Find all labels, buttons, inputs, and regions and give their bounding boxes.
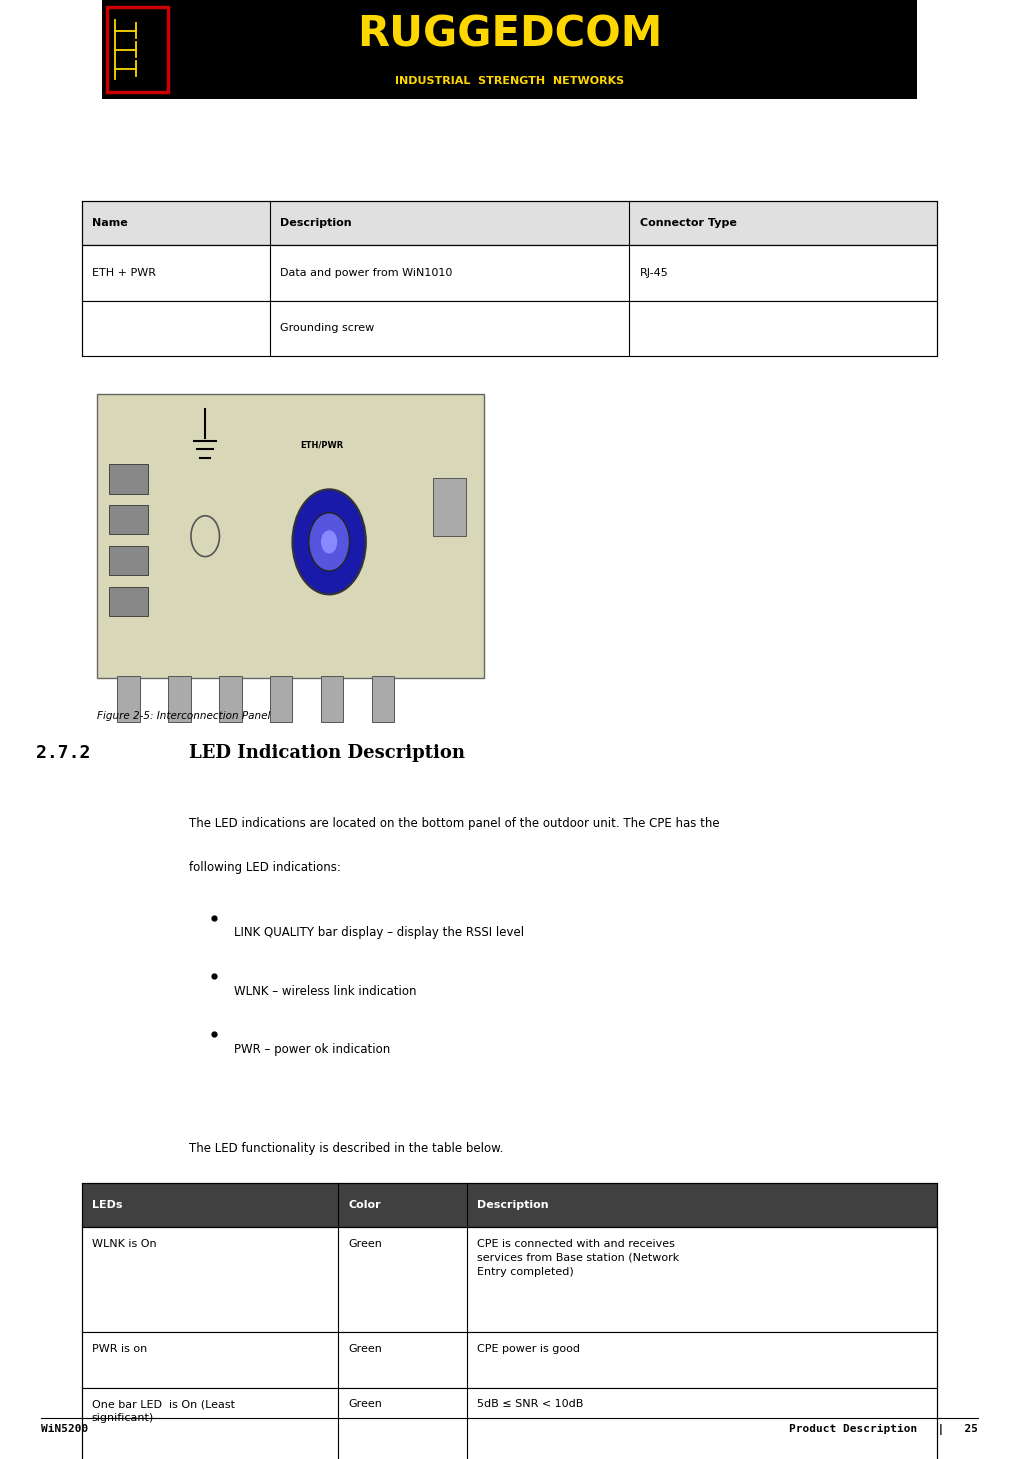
Bar [82, 245, 937, 301]
Text: ETH/PWR: ETH/PWR [300, 441, 343, 449]
Bar [82, 201, 937, 245]
Text: Green: Green [348, 1344, 382, 1354]
Text: LINK QUALITY bar display – display the RSSI level: LINK QUALITY bar display – display the R… [234, 926, 525, 940]
Text: The LED functionality is described in the table below.: The LED functionality is described in th… [189, 1142, 503, 1156]
Text: Description: Description [280, 219, 352, 228]
Circle shape [321, 530, 337, 553]
Bar [219, 676, 242, 722]
Bar [109, 464, 148, 493]
Text: CPE is connected with and receives
services from Base station (Network
Entry com: CPE is connected with and receives servi… [477, 1239, 679, 1277]
Text: INDUSTRIAL  STRENGTH  NETWORKS: INDUSTRIAL STRENGTH NETWORKS [395, 76, 624, 86]
Text: Color: Color [348, 1201, 381, 1210]
Text: The LED indications are located on the bottom panel of the outdoor unit. The CPE: The LED indications are located on the b… [189, 817, 719, 830]
Text: LEDs: LEDs [92, 1201, 122, 1210]
Text: Grounding screw: Grounding screw [280, 324, 374, 333]
Text: Product Description   |   25: Product Description | 25 [790, 1424, 978, 1436]
Bar [117, 676, 140, 722]
Bar [270, 676, 292, 722]
Bar [82, 1388, 937, 1459]
Text: Figure 2-5: Interconnection Panel: Figure 2-5: Interconnection Panel [97, 711, 270, 721]
Text: PWR is on: PWR is on [92, 1344, 147, 1354]
Text: Green: Green [348, 1399, 382, 1409]
Text: following LED indications:: following LED indications: [189, 861, 340, 874]
Text: RUGGEDCOM: RUGGEDCOM [357, 13, 662, 55]
Bar [372, 676, 394, 722]
Bar [109, 505, 148, 534]
Text: PWR – power ok indication: PWR – power ok indication [234, 1043, 390, 1056]
Text: One bar LED  is On (Least
significant): One bar LED is On (Least significant) [92, 1399, 234, 1423]
Bar [433, 479, 466, 537]
Text: RJ-45: RJ-45 [640, 268, 668, 277]
Bar [168, 676, 191, 722]
Circle shape [292, 489, 366, 594]
Text: LED Indication Description: LED Indication Description [189, 744, 465, 762]
Circle shape [309, 512, 350, 570]
Text: ETH + PWR: ETH + PWR [92, 268, 156, 277]
Text: WiN5200: WiN5200 [41, 1424, 88, 1434]
Bar [82, 301, 937, 356]
Text: CPE power is good: CPE power is good [477, 1344, 580, 1354]
Bar [109, 587, 148, 616]
Text: Description: Description [477, 1201, 548, 1210]
Text: Connector Type: Connector Type [640, 219, 737, 228]
Text: 5dB ≤ SNR < 10dB: 5dB ≤ SNR < 10dB [477, 1399, 583, 1409]
Bar [102, 0, 917, 99]
Text: 2.7.2: 2.7.2 [36, 744, 90, 762]
Bar [109, 546, 148, 575]
Bar [82, 1183, 937, 1227]
Bar [107, 7, 168, 92]
Bar [97, 394, 484, 678]
Text: Data and power from WiN1010: Data and power from WiN1010 [280, 268, 452, 277]
Bar [82, 1332, 937, 1388]
Text: WLNK is On: WLNK is On [92, 1239, 156, 1249]
Bar [82, 1227, 937, 1332]
Text: Green: Green [348, 1239, 382, 1249]
Bar [321, 676, 343, 722]
Text: Name: Name [92, 219, 127, 228]
Text: WLNK – wireless link indication: WLNK – wireless link indication [234, 985, 417, 998]
